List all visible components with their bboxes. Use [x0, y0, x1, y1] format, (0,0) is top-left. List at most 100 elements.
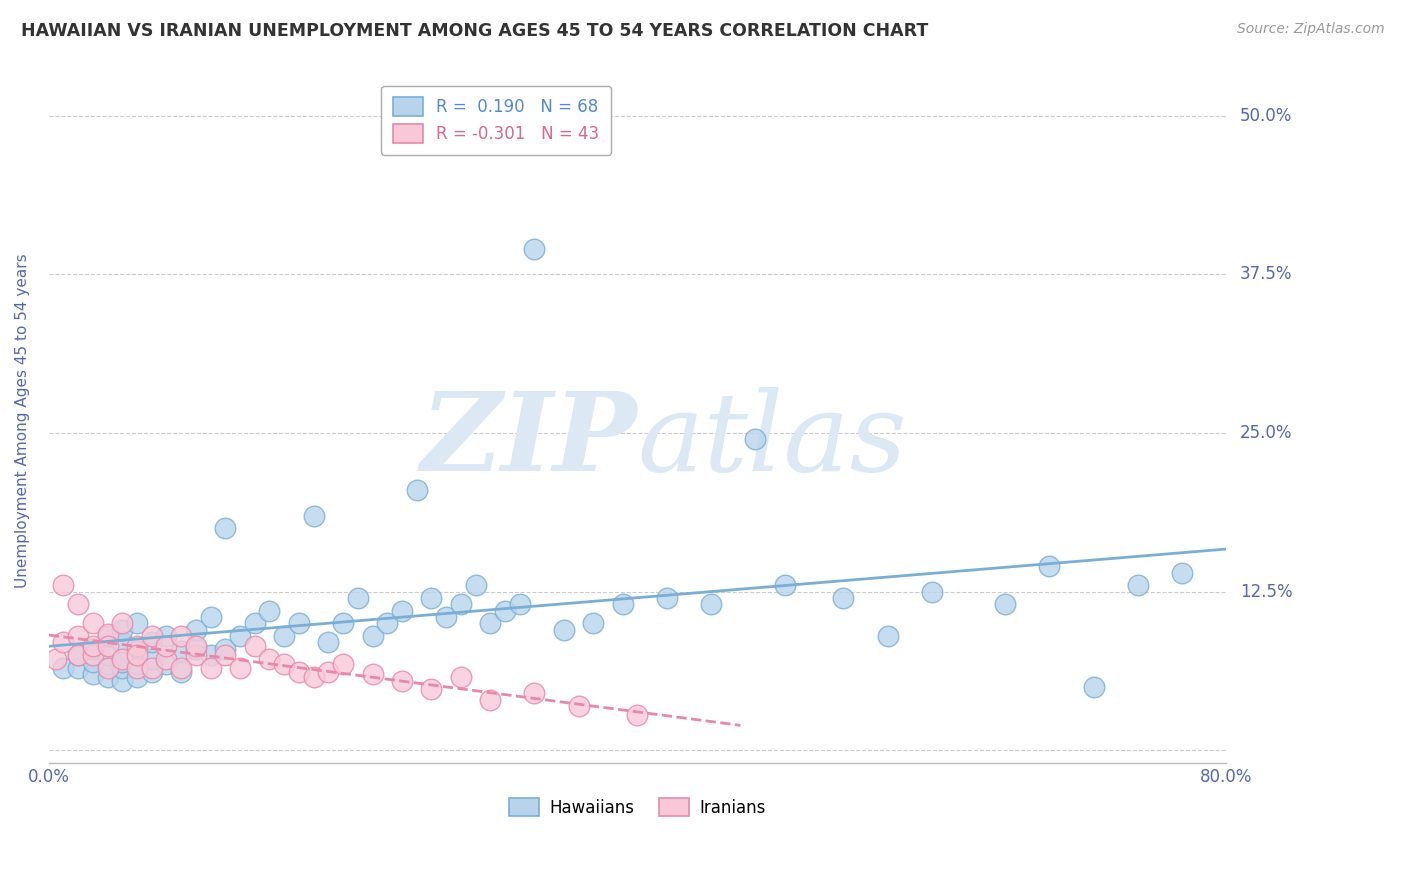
Hawaiians — [1171, 566, 1194, 580]
Hawaiians — [921, 584, 943, 599]
Hawaiians — [375, 616, 398, 631]
Hawaiians — [125, 644, 148, 658]
Iranians — [67, 648, 90, 663]
Iranians — [155, 640, 177, 654]
Hawaiians — [464, 578, 486, 592]
Iranians — [184, 640, 207, 654]
Hawaiians — [434, 610, 457, 624]
Hawaiians — [111, 635, 134, 649]
Hawaiians — [184, 623, 207, 637]
Hawaiians — [332, 616, 354, 631]
Hawaiians — [494, 604, 516, 618]
Text: Source: ZipAtlas.com: Source: ZipAtlas.com — [1237, 22, 1385, 37]
Iranians — [450, 670, 472, 684]
Iranians — [82, 648, 104, 663]
Hawaiians — [111, 661, 134, 675]
Hawaiians — [111, 655, 134, 669]
Iranians — [67, 629, 90, 643]
Hawaiians — [612, 598, 634, 612]
Hawaiians — [346, 591, 368, 605]
Iranians — [318, 665, 340, 679]
Hawaiians — [214, 641, 236, 656]
Iranians — [125, 648, 148, 663]
Iranians — [391, 673, 413, 688]
Hawaiians — [420, 591, 443, 605]
Hawaiians — [97, 657, 120, 671]
Iranians — [82, 616, 104, 631]
Hawaiians — [170, 644, 193, 658]
Hawaiians — [700, 598, 723, 612]
Hawaiians — [67, 648, 90, 663]
Text: 37.5%: 37.5% — [1240, 265, 1292, 284]
Hawaiians — [582, 616, 605, 631]
Hawaiians — [97, 670, 120, 684]
Hawaiians — [125, 657, 148, 671]
Hawaiians — [361, 629, 384, 643]
Iranians — [111, 652, 134, 666]
Hawaiians — [82, 655, 104, 669]
Text: HAWAIIAN VS IRANIAN UNEMPLOYMENT AMONG AGES 45 TO 54 YEARS CORRELATION CHART: HAWAIIAN VS IRANIAN UNEMPLOYMENT AMONG A… — [21, 22, 928, 40]
Hawaiians — [479, 616, 502, 631]
Text: ZIP: ZIP — [420, 387, 637, 494]
Text: atlas: atlas — [637, 387, 907, 494]
Iranians — [97, 640, 120, 654]
Hawaiians — [111, 673, 134, 688]
Hawaiians — [553, 623, 575, 637]
Iranians — [67, 598, 90, 612]
Text: 12.5%: 12.5% — [1240, 582, 1292, 600]
Hawaiians — [155, 629, 177, 643]
Text: 25.0%: 25.0% — [1240, 424, 1292, 442]
Iranians — [200, 661, 222, 675]
Hawaiians — [155, 657, 177, 671]
Iranians — [141, 661, 163, 675]
Iranians — [155, 652, 177, 666]
Hawaiians — [200, 610, 222, 624]
Iranians — [184, 648, 207, 663]
Iranians — [302, 670, 325, 684]
Hawaiians — [125, 670, 148, 684]
Y-axis label: Unemployment Among Ages 45 to 54 years: Unemployment Among Ages 45 to 54 years — [15, 253, 30, 588]
Hawaiians — [450, 598, 472, 612]
Iranians — [170, 661, 193, 675]
Hawaiians — [302, 508, 325, 523]
Hawaiians — [229, 629, 252, 643]
Iranians — [332, 657, 354, 671]
Iranians — [229, 661, 252, 675]
Hawaiians — [170, 665, 193, 679]
Hawaiians — [876, 629, 898, 643]
Hawaiians — [67, 661, 90, 675]
Iranians — [420, 682, 443, 697]
Iranians — [97, 626, 120, 640]
Hawaiians — [52, 661, 75, 675]
Hawaiians — [243, 616, 266, 631]
Hawaiians — [832, 591, 855, 605]
Iranians — [288, 665, 311, 679]
Hawaiians — [994, 598, 1017, 612]
Hawaiians — [125, 616, 148, 631]
Iranians — [141, 629, 163, 643]
Iranians — [567, 698, 589, 713]
Hawaiians — [273, 629, 295, 643]
Hawaiians — [200, 648, 222, 663]
Hawaiians — [184, 641, 207, 656]
Hawaiians — [391, 604, 413, 618]
Hawaiians — [141, 665, 163, 679]
Iranians — [626, 707, 648, 722]
Hawaiians — [288, 616, 311, 631]
Hawaiians — [655, 591, 678, 605]
Hawaiians — [318, 635, 340, 649]
Iranians — [45, 652, 67, 666]
Hawaiians — [214, 521, 236, 535]
Iranians — [52, 635, 75, 649]
Iranians — [125, 640, 148, 654]
Hawaiians — [1126, 578, 1149, 592]
Hawaiians — [111, 623, 134, 637]
Hawaiians — [97, 629, 120, 643]
Hawaiians — [1083, 680, 1105, 694]
Iranians — [214, 648, 236, 663]
Hawaiians — [523, 242, 546, 256]
Iranians — [259, 652, 281, 666]
Iranians — [125, 661, 148, 675]
Iranians — [52, 578, 75, 592]
Iranians — [523, 686, 546, 700]
